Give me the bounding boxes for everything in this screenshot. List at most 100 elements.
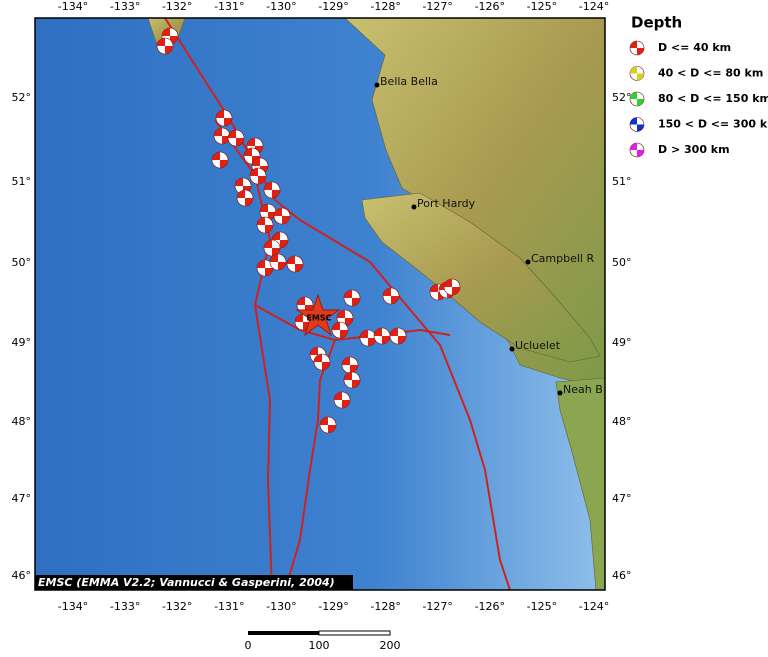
focal-quadrant bbox=[383, 288, 399, 304]
place-name: Neah B bbox=[563, 383, 603, 396]
focal-quadrant bbox=[237, 190, 253, 206]
lon-label: -128° bbox=[370, 0, 400, 13]
scale-bar bbox=[248, 631, 319, 635]
place-name: Campbell R bbox=[531, 252, 594, 265]
focal-quadrant bbox=[630, 41, 644, 55]
legend-entry: 80 < D <= 150 km bbox=[658, 92, 768, 105]
lat-label: 49° bbox=[612, 336, 632, 349]
scale-label: 100 bbox=[309, 639, 330, 652]
lon-label: -128° bbox=[370, 600, 400, 613]
lon-label: -130° bbox=[266, 0, 296, 13]
lon-label: -134° bbox=[58, 0, 88, 13]
focal-quadrant bbox=[630, 92, 644, 106]
scale-labels: 0 100 200 bbox=[245, 639, 401, 652]
lon-label: -133° bbox=[110, 0, 140, 13]
credit: EMSC (EMMA V2.2; Vannucci & Gasperini, 2… bbox=[38, 576, 335, 589]
lat-label: 47° bbox=[12, 492, 32, 505]
legend-entry: D > 300 km bbox=[658, 143, 730, 156]
lon-label: -127° bbox=[422, 600, 452, 613]
lon-label: -129° bbox=[318, 600, 348, 613]
focal-quadrant bbox=[374, 328, 390, 344]
lon-label: -131° bbox=[214, 600, 244, 613]
place-dot bbox=[374, 82, 380, 88]
lat-label: 52° bbox=[12, 91, 32, 104]
focal-quadrant bbox=[630, 66, 644, 81]
place-dot bbox=[557, 390, 563, 396]
focal-quadrant bbox=[332, 322, 348, 338]
focal-quadrant bbox=[344, 290, 360, 306]
legend-entry: 40 < D <= 80 km bbox=[658, 67, 763, 80]
lon-label: -125° bbox=[527, 600, 557, 613]
map-area: EMSC Bella Bella Port Hardy Campbell R Uclu… bbox=[35, 18, 605, 590]
scale-label: 0 bbox=[245, 639, 252, 652]
focal-quadrant bbox=[334, 392, 350, 408]
lon-label: -129° bbox=[318, 0, 348, 13]
plate-boundary bbox=[254, 304, 273, 590]
focal-quadrant bbox=[260, 204, 276, 220]
lon-label: -127° bbox=[422, 0, 452, 13]
lat-label: 46° bbox=[12, 569, 32, 582]
focal-quadrant bbox=[320, 417, 336, 433]
place-dot bbox=[525, 259, 531, 265]
lat-label: 50° bbox=[12, 256, 32, 269]
place-name: Port Hardy bbox=[417, 197, 476, 210]
lon-label: -134° bbox=[58, 600, 88, 613]
lat-label: 51° bbox=[12, 175, 32, 188]
credit-box bbox=[35, 575, 353, 590]
focal-quadrant bbox=[212, 152, 228, 168]
focal-quadrant bbox=[314, 354, 330, 370]
lon-label: -126° bbox=[475, 0, 505, 13]
lon-label: -132° bbox=[162, 600, 192, 613]
scale-bar bbox=[318, 630, 391, 636]
place-name: Ucluelet bbox=[515, 339, 561, 352]
focal-quadrant bbox=[390, 328, 406, 344]
focal-quadrant bbox=[157, 38, 173, 54]
focal-quadrant bbox=[257, 260, 273, 276]
place-dot bbox=[411, 204, 417, 210]
focal-quadrant bbox=[295, 314, 311, 330]
focal-quadrant bbox=[287, 256, 303, 272]
lon-label: -124° bbox=[579, 600, 609, 613]
lat-label: 48° bbox=[12, 415, 32, 428]
focal-quadrant bbox=[360, 330, 376, 346]
focal-quadrant bbox=[270, 254, 286, 270]
focal-quadrant bbox=[162, 28, 178, 44]
legend-entry: 150 < D <= 300 km bbox=[658, 118, 768, 131]
legend-entry: D <= 40 km bbox=[658, 41, 731, 54]
focal-quadrant bbox=[264, 240, 280, 256]
focal-quadrant bbox=[344, 372, 360, 388]
lat-label: 49° bbox=[12, 336, 32, 349]
focal-quadrant bbox=[630, 117, 644, 132]
lon-label: -131° bbox=[214, 0, 244, 13]
focal-quadrant bbox=[444, 279, 460, 295]
lon-label: -126° bbox=[475, 600, 505, 613]
legend-title: Depth bbox=[631, 14, 682, 32]
graticule-labels: -134° -134° -133° -133° -132° -132° -131° -131°… bbox=[12, 0, 632, 613]
focal-quadrant bbox=[297, 297, 313, 313]
focal-quadrant bbox=[342, 357, 358, 373]
lat-label: 50° bbox=[612, 256, 632, 269]
focal-quadrant bbox=[264, 182, 280, 198]
lat-label: 46° bbox=[612, 569, 632, 582]
focal-quadrant bbox=[257, 217, 273, 233]
lon-label: -132° bbox=[162, 0, 192, 13]
lon-label: -130° bbox=[266, 600, 296, 613]
lat-label: 47° bbox=[612, 492, 632, 505]
lat-label: 48° bbox=[612, 415, 632, 428]
focal-quadrant bbox=[274, 208, 290, 224]
lon-label: -125° bbox=[527, 0, 557, 13]
scale-label: 200 bbox=[380, 639, 401, 652]
places: Bella Bella Port Hardy Campbell R Ucluelet N… bbox=[374, 75, 603, 396]
focal-quadrant bbox=[250, 168, 266, 184]
lat-label: 51° bbox=[612, 175, 632, 188]
focal-quadrant bbox=[252, 158, 268, 174]
focal-quadrant bbox=[216, 110, 232, 126]
washington-coast bbox=[555, 377, 605, 590]
focal-quadrant bbox=[630, 143, 644, 157]
place-name: Bella Bella bbox=[380, 75, 438, 88]
lon-label: -124° bbox=[579, 0, 609, 13]
lat-label: 52° bbox=[612, 91, 632, 104]
focal-quadrant bbox=[228, 130, 244, 146]
focal-quadrant bbox=[247, 138, 263, 154]
